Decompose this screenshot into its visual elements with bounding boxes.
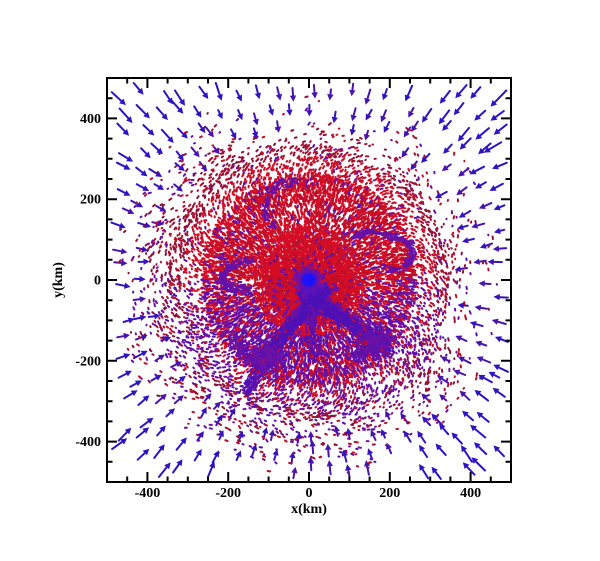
svg-text:0: 0 [306, 486, 313, 501]
svg-text:400: 400 [460, 486, 481, 501]
svg-text:200: 200 [379, 486, 400, 501]
svg-text:-200: -200 [215, 486, 241, 501]
svg-text:-400: -400 [75, 435, 101, 450]
svg-text:-200: -200 [75, 354, 101, 369]
svg-text:400: 400 [80, 112, 101, 127]
svg-text:x(km): x(km) [291, 502, 327, 517]
svg-text:y(km): y(km) [51, 262, 66, 298]
svg-text:0: 0 [94, 274, 101, 289]
svg-text:-400: -400 [135, 486, 161, 501]
svg-text:200: 200 [80, 193, 101, 208]
